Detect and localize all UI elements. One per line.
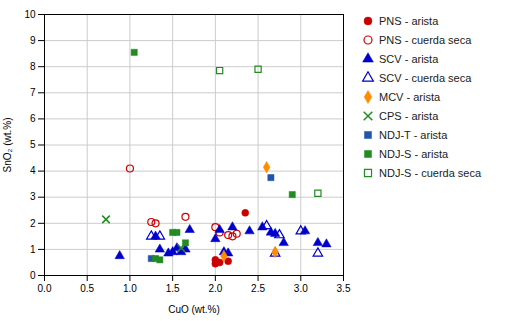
html-text:CPS - arista: CPS - arista [379, 110, 439, 122]
html-text:NDJ-S - arista: NDJ-S - arista [379, 148, 449, 160]
svg-text:3.0: 3.0 [294, 283, 308, 294]
html-text:SCV - arista: SCV - arista [379, 53, 439, 65]
svg-text:CuO (wt.%): CuO (wt.%) [168, 304, 220, 315]
svg-text:2.0: 2.0 [208, 283, 222, 294]
svg-text:SnO₂ (wt.%): SnO₂ (wt.%) [2, 118, 13, 173]
html-text:NDJ-T - arista: NDJ-T - arista [379, 129, 448, 141]
svg-text:1.5: 1.5 [166, 283, 180, 294]
svg-text:3.5: 3.5 [337, 283, 351, 294]
html-text:PNS - cuerda seca: PNS - cuerda seca [379, 34, 472, 46]
html-text:NDJ-S - cuerda seca: NDJ-S - cuerda seca [379, 167, 482, 179]
svg-text:0: 0 [30, 270, 36, 281]
svg-text:9: 9 [30, 35, 36, 46]
svg-text:6: 6 [30, 113, 36, 124]
svg-text:0.5: 0.5 [80, 283, 94, 294]
svg-text:4: 4 [30, 165, 36, 176]
svg-text:8: 8 [30, 61, 36, 72]
html-text:MCV - arista: MCV - arista [379, 91, 441, 103]
svg-text:2: 2 [30, 218, 36, 229]
svg-text:0.0: 0.0 [38, 283, 52, 294]
html-text:PNS - arista: PNS - arista [379, 15, 439, 27]
svg-text:10: 10 [24, 9, 36, 20]
svg-text:2.5: 2.5 [251, 283, 265, 294]
svg-text:1.0: 1.0 [123, 283, 137, 294]
html-text:SCV - cuerda seca: SCV - cuerda seca [379, 72, 472, 84]
svg-text:3: 3 [30, 191, 36, 202]
svg-text:1: 1 [30, 244, 36, 255]
svg-text:7: 7 [30, 87, 36, 98]
svg-text:5: 5 [30, 139, 36, 150]
